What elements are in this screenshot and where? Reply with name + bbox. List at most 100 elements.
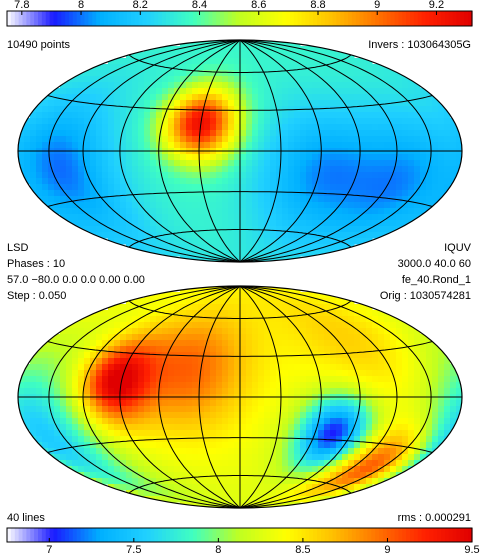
- map-cell: [378, 412, 385, 419]
- map-cell: [192, 346, 199, 353]
- map-cell: [48, 412, 55, 419]
- map-cell: [282, 244, 289, 251]
- map-cell: [84, 448, 91, 455]
- map-cell: [120, 172, 127, 179]
- map-cell: [306, 340, 313, 347]
- map-cell: [348, 334, 355, 341]
- map-cell: [180, 238, 187, 245]
- map-cell: [294, 334, 301, 341]
- map-cell: [192, 370, 199, 377]
- map-cell: [42, 406, 49, 413]
- map-cell: [120, 412, 127, 419]
- map-cell: [282, 82, 289, 89]
- map-cell: [342, 196, 349, 203]
- map-cell: [66, 172, 73, 179]
- map-cell: [96, 472, 103, 479]
- map-cell: [84, 94, 91, 101]
- map-cell: [264, 226, 271, 233]
- map-cell: [120, 430, 127, 437]
- map-cell: [96, 412, 103, 419]
- map-cell: [318, 292, 325, 299]
- map-cell: [342, 118, 349, 125]
- map-cell: [102, 64, 109, 71]
- map-cell: [324, 112, 331, 119]
- map-cell: [318, 166, 325, 173]
- map-cell: [228, 358, 235, 365]
- map-cell: [66, 376, 73, 383]
- map-cell: [132, 238, 139, 245]
- map-cell: [36, 388, 43, 395]
- map-cell: [288, 208, 295, 215]
- map-cell: [342, 388, 349, 395]
- map-cell: [174, 310, 181, 317]
- map-cell: [150, 460, 157, 467]
- map-cell: [246, 52, 253, 59]
- map-cell: [366, 466, 373, 473]
- map-cell: [222, 460, 229, 467]
- map-cell: [444, 118, 451, 125]
- map-cell: [180, 82, 187, 89]
- map-cell: [270, 490, 277, 497]
- map-cell: [96, 118, 103, 125]
- map-cell: [408, 406, 415, 413]
- map-cell: [60, 376, 67, 383]
- map-cell: [270, 460, 277, 467]
- map-cell: [240, 166, 247, 173]
- map-cell: [234, 238, 241, 245]
- map-cell: [60, 178, 67, 185]
- map-cell: [342, 208, 349, 215]
- map-cell: [168, 184, 175, 191]
- map-cell: [342, 136, 349, 143]
- map-cell: [366, 220, 373, 227]
- map-cell: [426, 364, 433, 371]
- map-cell: [396, 190, 403, 197]
- map-cell: [282, 190, 289, 197]
- geometry-params-label: 57.0 −80.0 0.0 0.0 0.00 0.00: [7, 274, 145, 286]
- map-cell: [246, 340, 253, 347]
- map-cell: [414, 334, 421, 341]
- map-cell: [300, 370, 307, 377]
- map-cell: [210, 442, 217, 449]
- map-cell: [210, 202, 217, 209]
- map-cell: [420, 124, 427, 131]
- map-cell: [366, 442, 373, 449]
- map-cell: [174, 400, 181, 407]
- map-cell: [228, 328, 235, 335]
- map-cell: [90, 172, 97, 179]
- map-cell: [342, 376, 349, 383]
- map-cell: [396, 358, 403, 365]
- map-cell: [396, 460, 403, 467]
- map-cell: [42, 166, 49, 173]
- map-cell: [192, 40, 199, 47]
- map-cell: [408, 160, 415, 167]
- map-cell: [240, 70, 247, 77]
- map-cell: [150, 94, 157, 101]
- colorbar-swatch: [165, 11, 171, 26]
- map-cell: [186, 94, 193, 101]
- map-cell: [324, 346, 331, 353]
- map-cell: [216, 358, 223, 365]
- map-cell: [162, 472, 169, 479]
- map-cell: [396, 124, 403, 131]
- map-cell: [282, 94, 289, 101]
- map-cell: [150, 220, 157, 227]
- map-cell: [348, 454, 355, 461]
- colorbar-swatch: [100, 11, 105, 26]
- map-cell: [264, 406, 271, 413]
- map-cell: [432, 430, 439, 437]
- map-cell: [402, 184, 409, 191]
- map-cell: [360, 154, 367, 161]
- map-cell: [168, 322, 175, 329]
- map-cell: [336, 136, 343, 143]
- map-cell: [114, 346, 121, 353]
- map-cell: [180, 172, 187, 179]
- map-cell: [258, 466, 265, 473]
- map-cell: [300, 136, 307, 143]
- map-cell: [318, 412, 325, 419]
- map-cell: [420, 208, 427, 215]
- map-cell: [156, 196, 163, 203]
- map-cell: [216, 130, 223, 137]
- map-cell: [180, 124, 187, 131]
- map-cell: [348, 346, 355, 353]
- map-cell: [264, 424, 271, 431]
